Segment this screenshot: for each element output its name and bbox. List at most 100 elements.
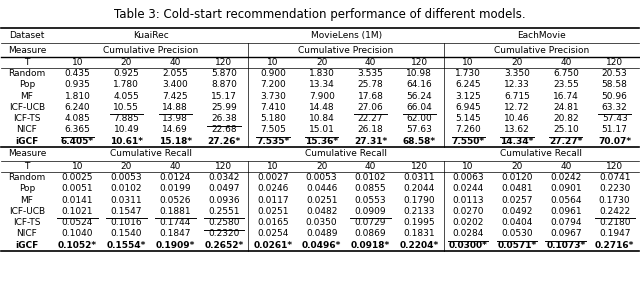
Text: 0.0967: 0.0967 [550,229,582,238]
Text: 13.34: 13.34 [309,80,335,89]
Text: 0.0025: 0.0025 [62,173,93,182]
Text: 120: 120 [411,162,428,171]
Text: 0.0794: 0.0794 [550,218,582,227]
Text: 0.0311: 0.0311 [404,173,435,182]
Text: 57.63: 57.63 [406,125,432,134]
Text: 40: 40 [170,58,181,67]
Text: T: T [24,58,29,67]
Text: 0.2580: 0.2580 [208,218,240,227]
Text: 0.0489: 0.0489 [306,229,337,238]
Text: 0.0741: 0.0741 [599,173,630,182]
Text: 0.0496*: 0.0496* [302,241,341,250]
Text: 0.0404: 0.0404 [501,218,532,227]
Text: 4.085: 4.085 [65,114,90,123]
Text: Cumulative Precision: Cumulative Precision [298,46,394,55]
Text: T: T [24,162,29,171]
Text: 0.0141: 0.0141 [62,196,93,205]
Text: 0.0246: 0.0246 [257,184,289,193]
Text: 2.055: 2.055 [163,69,188,78]
Text: 3.125: 3.125 [455,92,481,101]
Text: 0.0244: 0.0244 [452,184,484,193]
Text: 51.17: 51.17 [602,125,628,134]
Text: 0.2133: 0.2133 [404,207,435,216]
Text: Measure: Measure [8,149,46,158]
Text: 0.0027: 0.0027 [257,173,289,182]
Text: 7.410: 7.410 [260,103,285,112]
Text: 0.0342: 0.0342 [209,173,240,182]
Text: 0.2230: 0.2230 [599,184,630,193]
Text: 23.55: 23.55 [553,80,579,89]
Text: iGCF: iGCF [15,241,38,250]
Text: 12.33: 12.33 [504,80,530,89]
Text: Measure: Measure [8,46,46,55]
Text: MF: MF [20,196,33,205]
Text: 0.0446: 0.0446 [306,184,337,193]
Text: 0.0481: 0.0481 [501,184,532,193]
Text: 5.870: 5.870 [211,69,237,78]
Text: 10: 10 [72,162,83,171]
Text: 27.27*: 27.27* [549,137,582,146]
Text: 0.2044: 0.2044 [404,184,435,193]
Text: 0.0254: 0.0254 [257,229,289,238]
Text: 6.240: 6.240 [65,103,90,112]
Text: 40: 40 [560,58,572,67]
Text: 22.68: 22.68 [211,125,237,134]
Text: 27.31*: 27.31* [354,137,387,146]
Text: 0.1073*: 0.1073* [546,241,586,250]
Text: MF: MF [20,92,33,101]
Text: 0.935: 0.935 [65,80,90,89]
Text: 6.715: 6.715 [504,92,530,101]
Text: Random: Random [8,173,45,182]
Text: 0.0102: 0.0102 [111,184,142,193]
Text: 70.07*: 70.07* [598,137,631,146]
Text: 25.78: 25.78 [358,80,383,89]
Text: 0.0492: 0.0492 [501,207,532,216]
Text: 20: 20 [511,58,523,67]
Text: 66.04: 66.04 [406,103,432,112]
Text: 0.0117: 0.0117 [257,196,289,205]
Text: 7.505: 7.505 [260,125,286,134]
Text: 0.0251: 0.0251 [257,207,289,216]
Text: 0.900: 0.900 [260,69,286,78]
Text: 25.10: 25.10 [553,125,579,134]
Text: 0.1909*: 0.1909* [156,241,195,250]
Text: 10: 10 [463,162,474,171]
Text: 0.0482: 0.0482 [306,207,337,216]
Text: ICF-UCB: ICF-UCB [9,103,45,112]
Text: KuaiRec: KuaiRec [133,31,169,40]
Text: 58.58: 58.58 [602,80,628,89]
Text: 20: 20 [121,58,132,67]
Text: 40: 40 [560,162,572,171]
Text: 0.0729: 0.0729 [355,218,387,227]
Text: 0.0526: 0.0526 [159,196,191,205]
Text: 0.2422: 0.2422 [599,207,630,216]
Text: 0.0251: 0.0251 [306,196,337,205]
Text: 26.38: 26.38 [211,114,237,123]
Text: 5.180: 5.180 [260,114,286,123]
Text: Pop: Pop [19,184,35,193]
Text: Cumulative Recall: Cumulative Recall [500,149,582,158]
Text: 17.68: 17.68 [358,92,383,101]
Text: 56.24: 56.24 [406,92,432,101]
Text: NICF: NICF [17,229,37,238]
Text: 0.2652*: 0.2652* [204,241,244,250]
Text: 0.1831: 0.1831 [404,229,435,238]
Text: Dataset: Dataset [9,31,45,40]
Text: 25.99: 25.99 [211,103,237,112]
Text: 10: 10 [72,58,83,67]
Text: 1.780: 1.780 [113,80,140,89]
Text: 0.0553: 0.0553 [355,196,387,205]
Text: 50.96: 50.96 [602,92,628,101]
Text: 3.535: 3.535 [358,69,383,78]
Text: 15.01: 15.01 [308,125,335,134]
Text: 10.61*: 10.61* [110,137,143,146]
Text: ICF-TS: ICF-TS [13,218,40,227]
Text: iGCF: iGCF [15,137,38,146]
Text: 0.0936: 0.0936 [208,196,240,205]
Text: 8.870: 8.870 [211,80,237,89]
Text: 27.26*: 27.26* [207,137,241,146]
Text: 0.0102: 0.0102 [355,173,387,182]
Text: 64.16: 64.16 [406,80,432,89]
Text: 10: 10 [267,58,278,67]
Text: 120: 120 [216,58,232,67]
